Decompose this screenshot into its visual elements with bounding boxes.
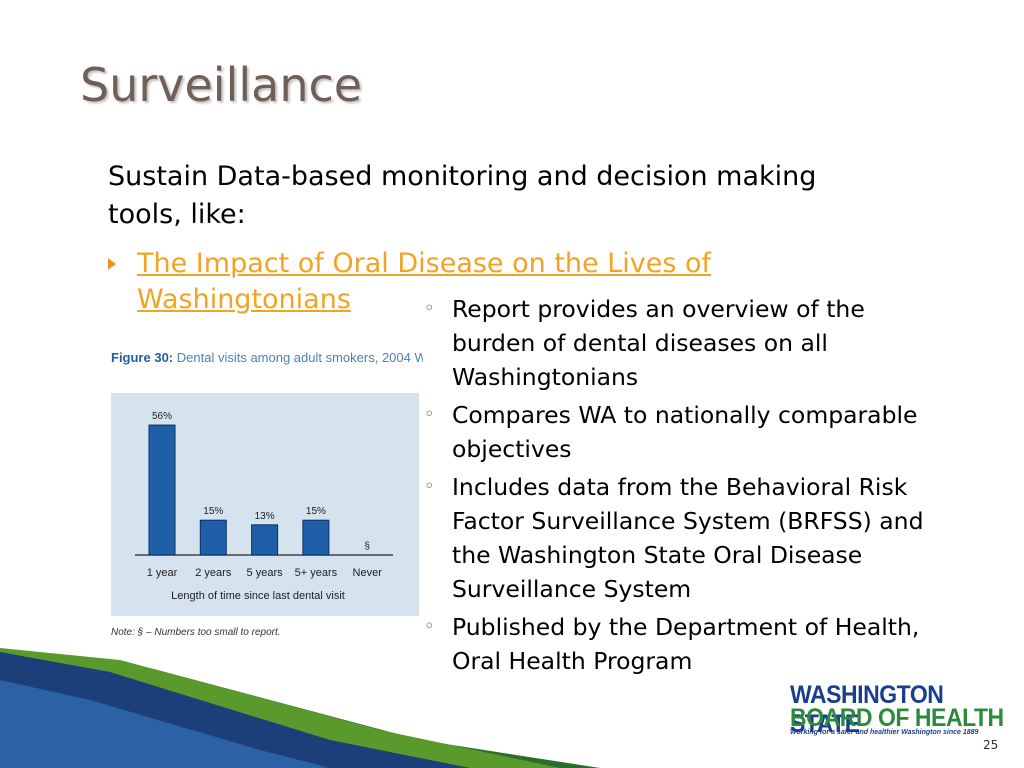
- value-label: 15%: [203, 506, 223, 517]
- value-label: 13%: [255, 511, 275, 522]
- value-label: 56%: [152, 411, 172, 422]
- value-label: 15%: [306, 506, 326, 517]
- slide-title: Surveillance: [80, 58, 363, 112]
- bar: [302, 519, 330, 556]
- bullet-list: Report provides an overview of the burde…: [424, 292, 944, 682]
- bar: [199, 519, 227, 556]
- x-tick-label: Never: [353, 567, 383, 579]
- report-link[interactable]: The Impact of Oral Disease on the Lives …: [137, 248, 712, 315]
- chart-note: Note: § – Numbers too small to report.: [111, 627, 281, 638]
- chart: Figure 30: Dental visits among adult smo…: [111, 350, 423, 638]
- logo-tagline: Working for a safer and healthier Washin…: [790, 729, 979, 736]
- x-axis-label: Length of time since last dental visit: [171, 590, 345, 602]
- x-tick-label: 1 year: [147, 567, 178, 579]
- bullet: Published by the Department of Health, O…: [424, 610, 944, 678]
- bullet-arrow: [108, 258, 116, 270]
- bullet: Report provides an overview of the burde…: [424, 292, 944, 394]
- figure-label: Figure 30:: [111, 350, 173, 365]
- bar: [251, 524, 279, 556]
- page-number: 25: [983, 738, 999, 752]
- intro-text: Sustain Data-based monitoring and decisi…: [108, 161, 817, 230]
- bullet: Compares WA to nationally comparable obj…: [424, 398, 944, 466]
- chart-title: Figure 30: Dental visits among adult smo…: [111, 350, 423, 365]
- bullet: Includes data from the Behavioral Risk F…: [424, 470, 944, 606]
- logo-line: BOARD OF HEALTH: [790, 704, 1004, 732]
- bar: [148, 424, 176, 556]
- logo-line: WASHINGTON STATE: [790, 681, 944, 738]
- x-tick-label: 2 years: [195, 567, 232, 579]
- figure-title: Dental visits among adult smokers, 2004 …: [177, 350, 423, 365]
- value-label: §: [364, 541, 370, 552]
- x-tick-label: 5+ years: [295, 567, 338, 579]
- x-tick-label: 5 years: [247, 567, 284, 579]
